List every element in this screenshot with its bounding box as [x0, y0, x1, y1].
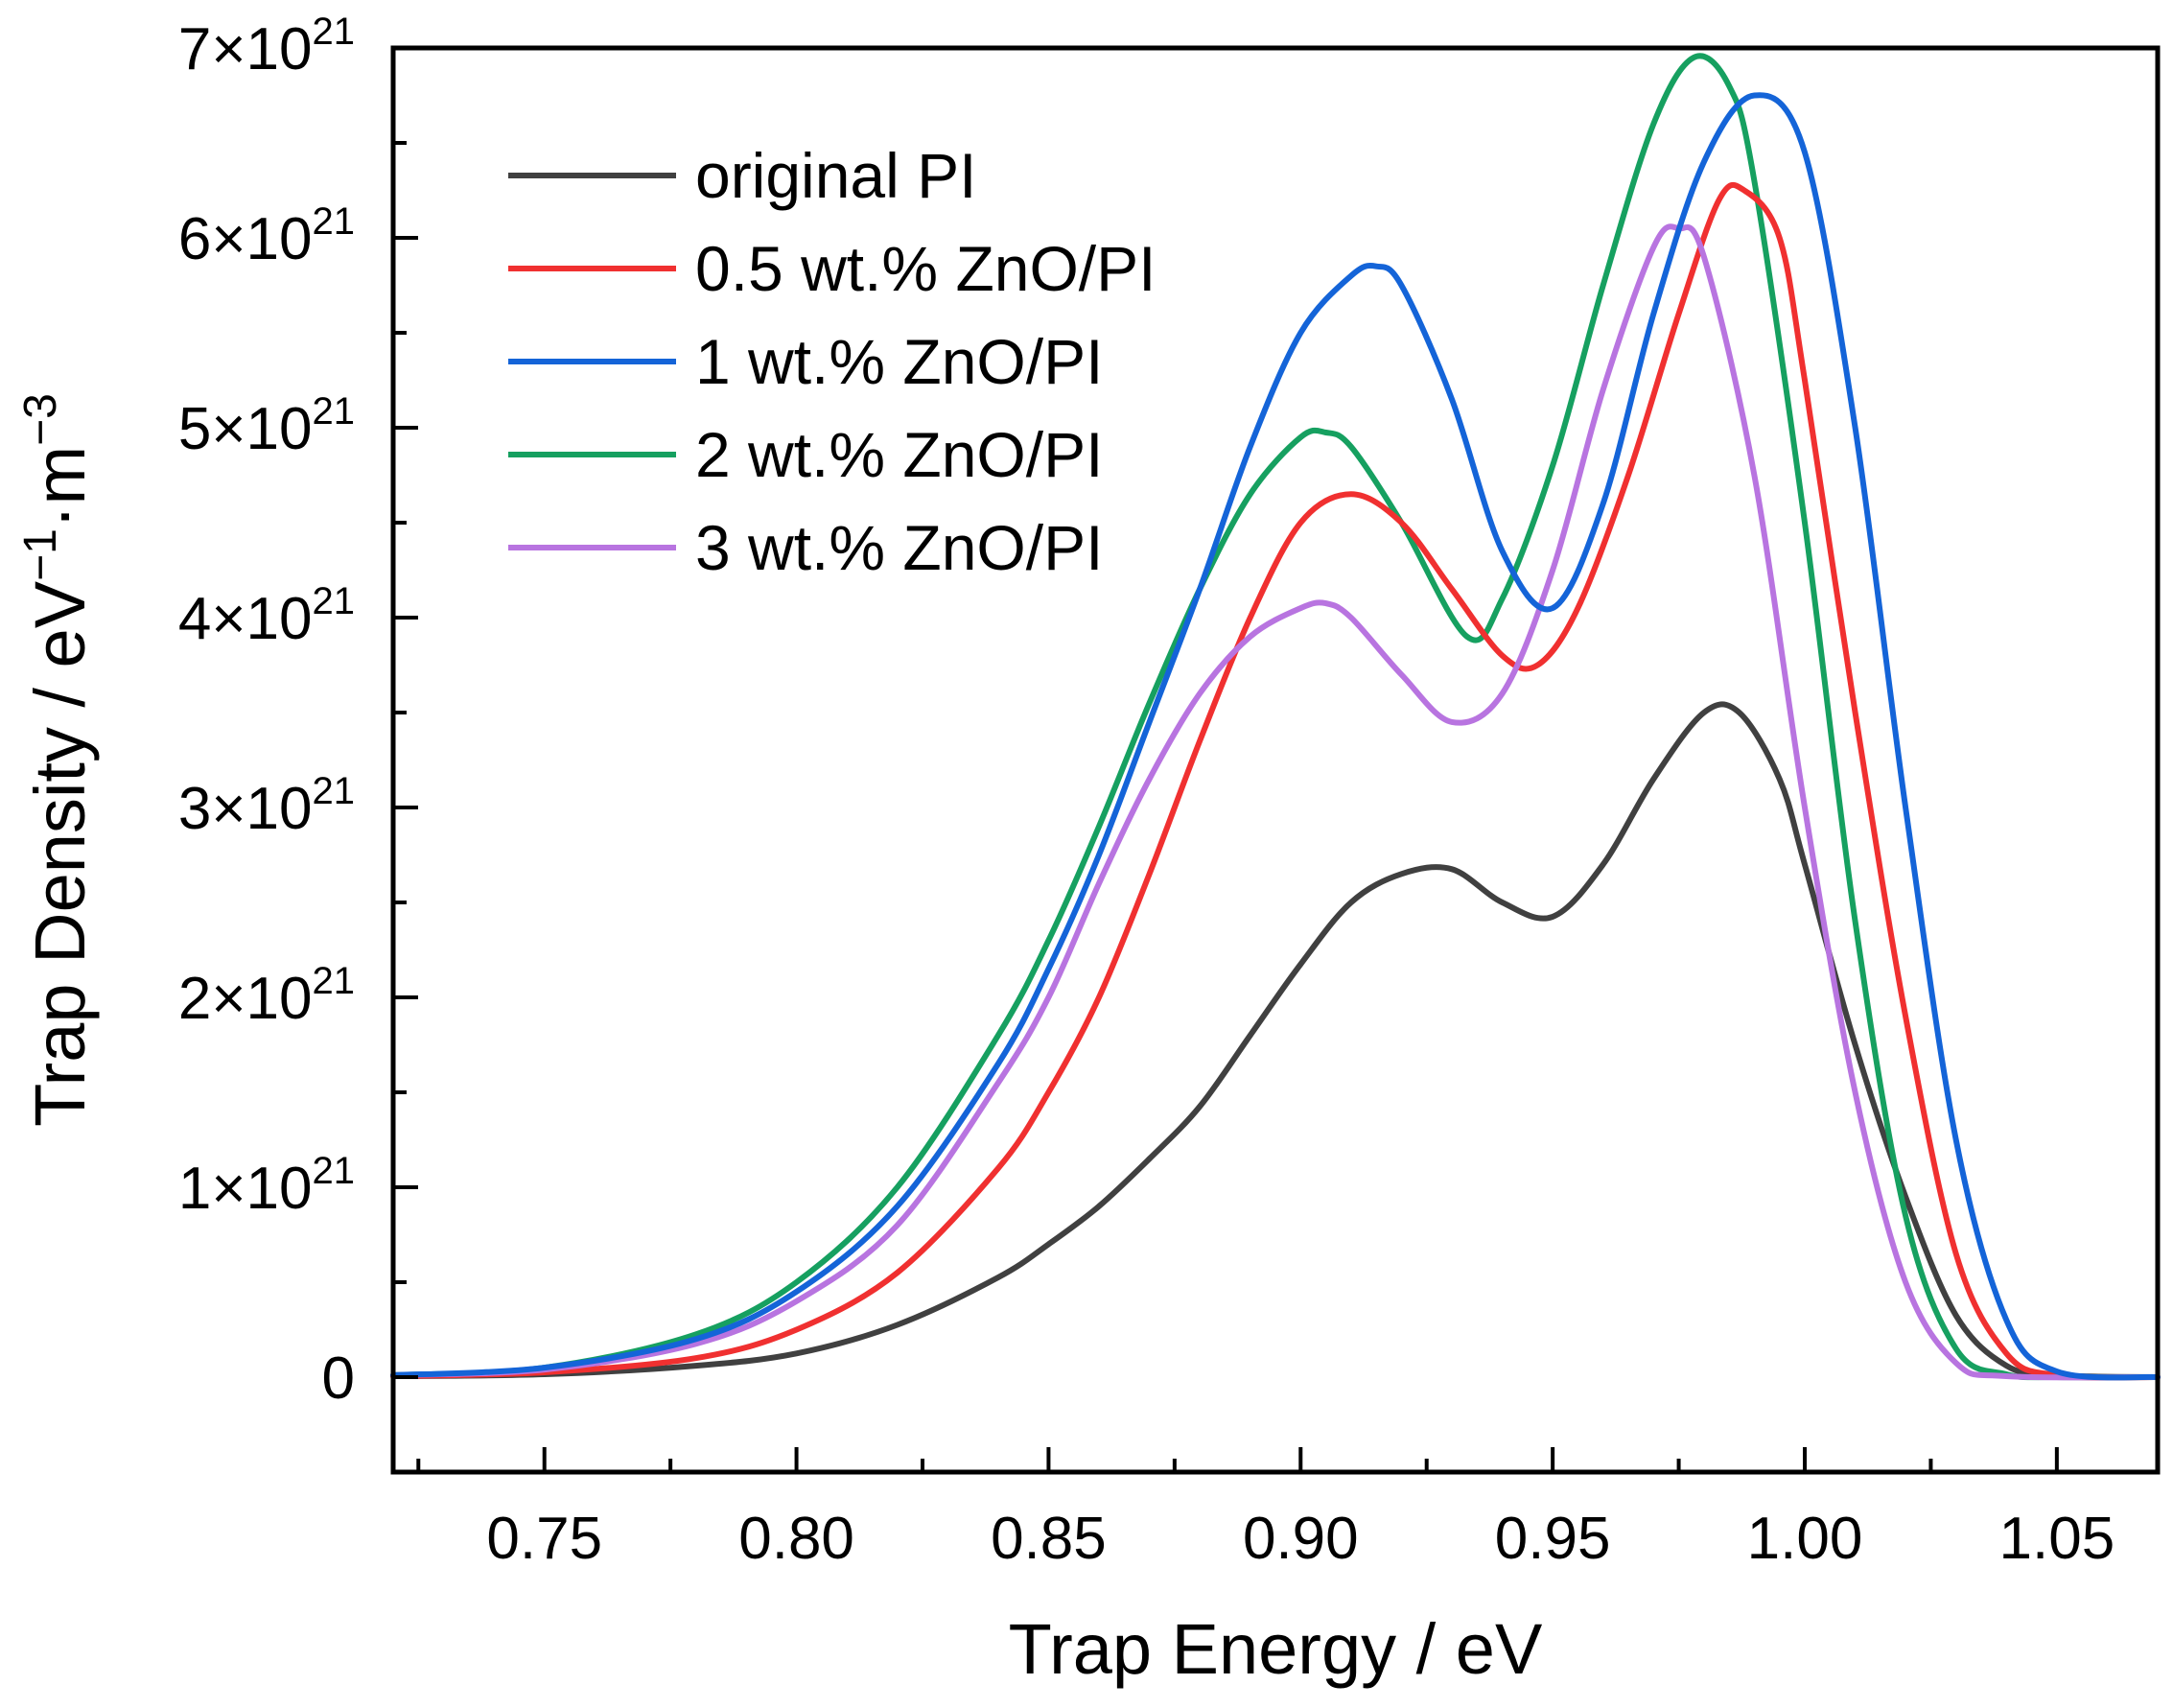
y-tick-exponent: 21 [313, 11, 356, 53]
series-line [390, 92, 2161, 1381]
y-tick-exponent: 21 [313, 960, 356, 1002]
legend-label: 2 wt.% ZnO/PI [695, 419, 1103, 490]
series-layer [390, 53, 2161, 1381]
x-tick-label: 0.80 [738, 1506, 854, 1572]
legend-label: original PI [695, 140, 977, 211]
y-axis-title-exp1: −1 [15, 528, 66, 581]
y-axis: 01×10212×10213×10214×10215×10216×10217×1… [178, 11, 418, 1412]
y-axis-title: Trap Density / eV−1·m−3 [15, 393, 100, 1127]
x-tick-label: 0.95 [1495, 1506, 1611, 1572]
y-tick-label: 3×1021 [178, 770, 355, 842]
y-tick-mantissa: 5×10 [178, 396, 313, 462]
x-tick-label: 0.75 [486, 1506, 602, 1572]
y-tick-exponent: 21 [313, 580, 356, 622]
series-line [390, 701, 2161, 1380]
x-tick-label: 1.00 [1747, 1506, 1863, 1572]
y-axis-title-main: Trap Density / eV [20, 580, 100, 1127]
series-line [390, 53, 2161, 1381]
y-tick-label: 2×1021 [178, 960, 355, 1032]
y-axis-title-mid: ·m [20, 446, 100, 528]
y-tick-exponent: 21 [313, 200, 356, 243]
y-tick-label: 1×1021 [178, 1150, 355, 1222]
series-line [390, 181, 2161, 1381]
y-tick-label: 7×1021 [178, 11, 355, 82]
legend: original PI 0.5 wt.% ZnO/PI 1 wt.% ZnO/PI 2… [508, 140, 1157, 583]
legend-label: 1 wt.% ZnO/PI [695, 326, 1103, 397]
y-tick-mantissa: 4×10 [178, 586, 313, 652]
series-line [390, 223, 2161, 1381]
y-axis-title-exp2: −3 [15, 393, 66, 446]
x-tick-label: 1.05 [1999, 1506, 2115, 1572]
y-tick-mantissa: 2×10 [178, 966, 313, 1032]
y-tick-mantissa: 3×10 [178, 776, 313, 842]
y-tick-exponent: 21 [313, 390, 356, 433]
x-axis-title: Trap Energy / eV [1009, 1609, 1543, 1689]
y-tick-exponent: 21 [313, 770, 356, 812]
y-tick-label: 4×1021 [178, 580, 355, 652]
x-tick-label: 0.90 [1243, 1506, 1359, 1572]
legend-label: 3 wt.% ZnO/PI [695, 512, 1103, 583]
y-tick-label: 6×1021 [178, 200, 355, 272]
y-tick-mantissa: 6×10 [178, 206, 313, 272]
y-tick-mantissa: 0 [322, 1345, 355, 1412]
plot-frame [390, 45, 2161, 1475]
y-tick-label: 5×1021 [178, 390, 355, 462]
x-axis: 0.75 0.80 0.85 0.90 0.95 1.00 1.05 [416, 1447, 2115, 1572]
y-tick-mantissa: 7×10 [178, 16, 313, 82]
y-tick-label: 0 [322, 1345, 355, 1412]
y-tick-mantissa: 1×10 [178, 1156, 313, 1222]
x-tick-label: 0.85 [991, 1506, 1107, 1572]
legend-label: 0.5 wt.% ZnO/PI [695, 233, 1157, 304]
y-tick-exponent: 21 [313, 1150, 356, 1192]
